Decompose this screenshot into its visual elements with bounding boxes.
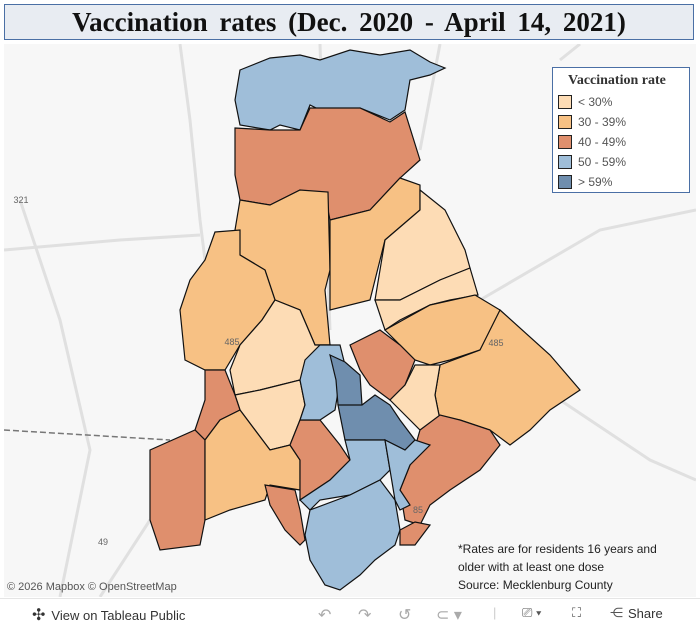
view-on-tableau-button[interactable]: ✣ View on Tableau Public (32, 605, 185, 625)
zip-region[interactable] (384, 438, 432, 511)
legend-label: < 30% (578, 95, 613, 109)
road-label: 485 (488, 338, 503, 348)
divider: | (493, 605, 497, 620)
tableau-toolbar: ✣ View on Tableau Public ↶ ↷ ↺ ⊂ ▾ | ⎚ ▾… (0, 598, 700, 628)
map-attribution[interactable]: © 2026 Mapbox © OpenStreetMap (7, 581, 177, 593)
zip-region[interactable] (399, 521, 432, 546)
zip-region[interactable] (179, 229, 276, 371)
road-label: 485 (224, 337, 239, 347)
footnote: *Rates are for residents 16 years and ol… (458, 540, 657, 594)
zip-region[interactable] (304, 479, 401, 591)
road-label: 321 (13, 195, 28, 205)
note-line: older with at least one dose (458, 560, 605, 574)
legend-swatch (558, 175, 572, 189)
legend-swatch (558, 115, 572, 129)
legend-item[interactable]: 30 - 39% (558, 112, 689, 132)
redo-icon[interactable]: ↷ (358, 607, 372, 624)
legend-item[interactable]: > 59% (558, 172, 689, 192)
legend-label: > 59% (578, 175, 613, 189)
source-line: Source: Mecklenburg County (458, 578, 613, 592)
share-button[interactable]: ⋲ Share (610, 605, 663, 621)
note-line: *Rates are for residents 16 years and (458, 542, 657, 556)
legend-label: 50 - 59% (578, 155, 627, 169)
legend-swatch (558, 155, 572, 169)
tableau-logo-icon: ✣ (32, 607, 46, 624)
legend-item[interactable]: < 30% (558, 92, 689, 112)
legend-label: 30 - 39% (578, 115, 627, 129)
zip-region[interactable] (234, 49, 447, 131)
legend-swatch (558, 95, 572, 109)
pause-icon[interactable]: ⊂ ▾ (436, 607, 462, 624)
revert-icon[interactable]: ↺ (398, 607, 412, 624)
undo-icon[interactable]: ↶ (318, 607, 332, 624)
road-label: 85 (413, 505, 423, 515)
zip-region[interactable] (264, 484, 306, 546)
legend-title: Vaccination rate (568, 73, 666, 88)
choropleth-map[interactable]: 321 49 485 485 85 (3, 42, 697, 598)
state-border (3, 429, 171, 441)
zip-region[interactable] (149, 429, 206, 551)
download-icon[interactable]: ⎚ ▾ (522, 605, 542, 620)
view-label: View on Tableau Public (51, 607, 186, 623)
share-icon: ⋲ (610, 605, 623, 620)
legend-item[interactable]: 50 - 59% (558, 152, 689, 172)
road-label: 49 (98, 537, 108, 547)
legend: Vaccination rate < 30% 30 - 39% 40 - 49% 50… (552, 67, 690, 193)
legend-swatch (558, 135, 572, 149)
dashboard-title: Vaccination rates (Dec. 2020 - April 14,… (4, 4, 694, 40)
legend-item[interactable]: 40 - 49% (558, 132, 689, 152)
legend-label: 40 - 49% (578, 135, 627, 149)
fullscreen-icon[interactable]: ⛶ (572, 605, 582, 620)
share-label: Share (628, 605, 663, 621)
